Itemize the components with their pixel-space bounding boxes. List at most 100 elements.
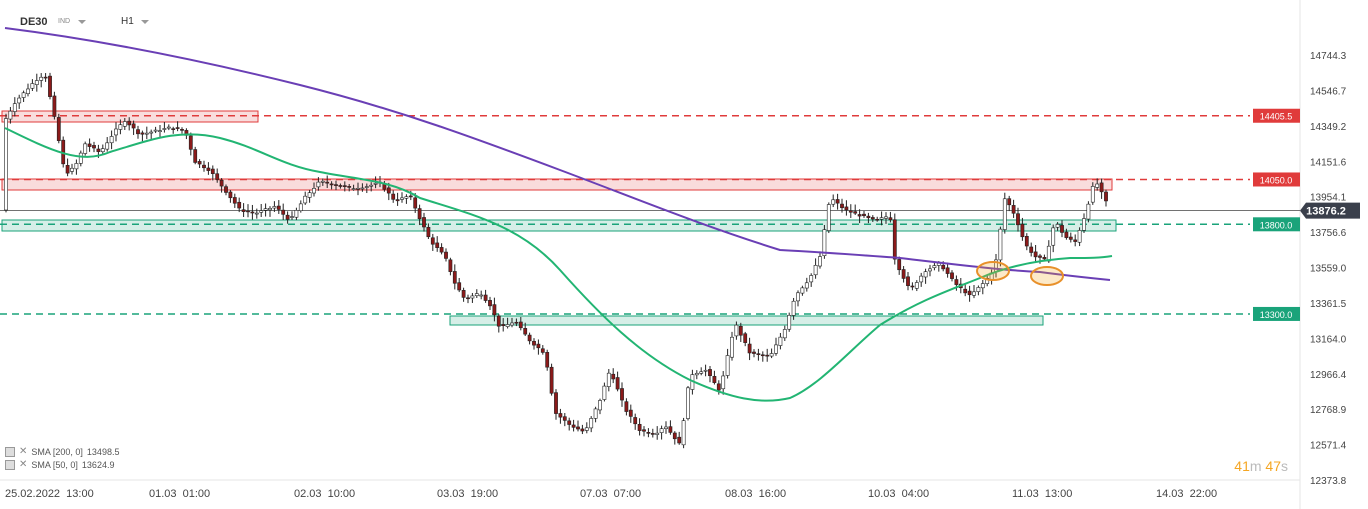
candle-body — [699, 371, 704, 374]
candle-body — [782, 329, 787, 339]
candle-body — [175, 127, 180, 129]
symbol-label[interactable]: DE30 — [20, 16, 48, 28]
candle-body — [765, 354, 770, 357]
candle-body — [831, 199, 836, 205]
candle-body — [87, 143, 92, 147]
symbol-dropdown-icon[interactable] — [78, 20, 86, 24]
candle-body — [52, 95, 57, 117]
candle-body — [633, 417, 638, 425]
candle-body — [945, 267, 950, 274]
highlight-ellipse — [976, 261, 1010, 281]
countdown-seconds-unit: s — [1281, 458, 1288, 474]
candle-body — [1029, 246, 1034, 253]
candle-body — [1024, 236, 1029, 247]
candle-body — [862, 213, 866, 217]
candle-body — [628, 409, 633, 417]
y-tick-label: 13361.5 — [1310, 299, 1347, 310]
candle-body — [83, 143, 88, 154]
candle-body — [976, 287, 981, 292]
candle-body — [140, 132, 145, 135]
candle-body — [923, 271, 928, 278]
candle-body — [888, 217, 893, 221]
moving-averages — [4, 27, 1113, 402]
candle-body — [320, 180, 325, 183]
candle-body — [743, 333, 748, 343]
candle-body — [562, 416, 567, 421]
timeframe-label[interactable]: H1 — [121, 16, 134, 27]
y-tick-label: 14744.3 — [1310, 51, 1347, 62]
candle-body — [870, 217, 875, 220]
candle-body — [884, 216, 888, 219]
candle-body — [426, 226, 431, 238]
candle-body — [12, 103, 17, 112]
y-tick-label: 14349.2 — [1310, 122, 1347, 133]
support-resistance-zones — [1, 110, 1117, 326]
candlesticks — [4, 72, 1108, 449]
candle-body — [144, 132, 149, 135]
candle-body — [505, 324, 510, 327]
candle-body — [8, 110, 13, 120]
candle-body — [932, 265, 937, 269]
candle-body — [444, 251, 448, 259]
candle-body — [659, 428, 664, 433]
candle-body — [1002, 198, 1007, 230]
candle-body — [452, 271, 457, 284]
candle-body — [131, 123, 136, 129]
candle-body — [26, 88, 30, 95]
candle-body — [202, 164, 206, 169]
candle-body — [474, 293, 479, 297]
indicator-label: SMA [50, 0] — [31, 459, 78, 470]
close-icon[interactable]: ✕ — [19, 446, 28, 457]
candle-body — [734, 324, 739, 337]
candle-body — [536, 343, 541, 349]
candle-body — [518, 321, 523, 329]
candle-body — [668, 426, 673, 433]
candle-body — [342, 185, 347, 187]
candle-body — [210, 168, 215, 174]
countdown-seconds: 47 — [1265, 458, 1281, 474]
y-tick-label: 13164.0 — [1310, 334, 1347, 345]
indicator-sma200[interactable]: ✕ SMA [200, 0] 13498.5 — [5, 446, 119, 457]
indicator-toggle-icon[interactable] — [5, 446, 15, 457]
candle-body — [1086, 203, 1091, 220]
timeframe-dropdown-icon[interactable] — [141, 20, 149, 24]
candle-body — [171, 128, 176, 130]
candle-body — [615, 377, 620, 390]
candle-body — [43, 76, 48, 79]
candle-body — [769, 353, 774, 357]
candle-body — [681, 420, 686, 446]
candle-body — [228, 191, 233, 199]
candle-body — [136, 129, 140, 135]
candle-body — [1051, 227, 1056, 246]
candle-body — [488, 300, 492, 307]
level-tag-label: 13300.0 — [1260, 310, 1293, 320]
candle-body — [1099, 182, 1104, 193]
close-icon[interactable]: ✕ — [19, 459, 28, 470]
candle-body — [351, 188, 356, 190]
candle-body — [1007, 198, 1012, 206]
indicator-sma50[interactable]: ✕ SMA [50, 0] 13624.9 — [5, 459, 114, 470]
candle-body — [268, 207, 272, 211]
candle-body — [747, 343, 752, 354]
candle-body — [672, 432, 677, 440]
candle-body — [109, 136, 114, 144]
candle-body — [1016, 213, 1020, 226]
level-tag-label: 13800.0 — [1260, 220, 1293, 230]
candle-body — [325, 181, 330, 184]
candle-body — [373, 182, 378, 185]
candle-body — [193, 149, 198, 163]
y-tick-label: 13756.6 — [1310, 228, 1347, 239]
y-tick-label: 12373.8 — [1310, 476, 1347, 487]
candle-body — [756, 353, 761, 355]
candle-body — [439, 247, 444, 253]
candle-body — [580, 428, 585, 432]
candle-body — [664, 426, 668, 430]
candle-body — [34, 80, 39, 85]
candle-body — [180, 129, 184, 131]
candle-body — [804, 282, 809, 289]
indicator-toggle-icon[interactable] — [5, 459, 15, 470]
candle-body — [901, 269, 906, 279]
candle-body — [774, 344, 778, 354]
candle-body — [879, 217, 884, 220]
